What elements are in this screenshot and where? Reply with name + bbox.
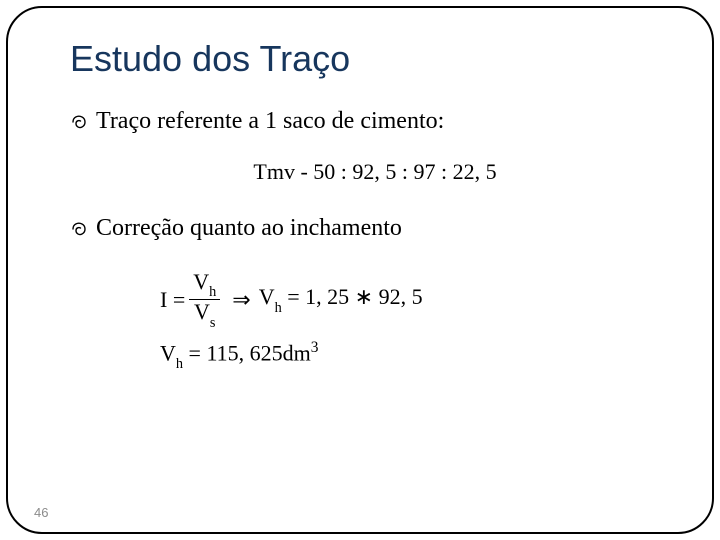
bullet-item-1: Traço referente a 1 saco de cimento: [70, 108, 680, 135]
eq-rhs-sub: h [275, 300, 282, 316]
frac-den-var: V [194, 299, 210, 324]
eq2-sup: 3 [311, 339, 319, 356]
eq-rhs-var: V [259, 284, 275, 309]
fraction: Vh Vs [189, 270, 220, 329]
formula-tmv-text: Tmv - 50 : 92, 5 : 97 : 22, 5 [253, 159, 496, 184]
swirl-bullet-icon [70, 219, 90, 239]
eq-I: I = [160, 287, 185, 313]
equation-line-2: Vh = 115, 625dm3 [160, 339, 680, 371]
eq2-rhs: = 115, 625dm [183, 341, 311, 366]
swirl-bullet-icon [70, 112, 90, 132]
bullet-item-2: Correção quanto ao inchamento [70, 215, 680, 242]
bullet-text-2: Correção quanto ao inchamento [96, 215, 402, 242]
eq2-sub: h [176, 356, 183, 372]
frac-num-var: V [193, 269, 209, 294]
slide-title: Estudo dos Traço [70, 38, 680, 80]
formula-tmv: Tmv - 50 : 92, 5 : 97 : 22, 5 [70, 159, 680, 185]
frac-num-sub: h [209, 284, 216, 300]
slide-content: Estudo dos Traço Traço referente a 1 sac… [70, 38, 680, 371]
page-number: 46 [34, 505, 48, 520]
frac-den-sub: s [210, 315, 216, 331]
implies-arrow: ⇒ [232, 287, 250, 313]
equation-line-1: I = Vh Vs ⇒ Vh = 1, 25 ∗ 92, 5 [160, 270, 680, 329]
bullet-text-1: Traço referente a 1 saco de cimento: [96, 108, 444, 135]
eq-rhs-tail: = 1, 25 ∗ 92, 5 [282, 284, 423, 309]
formula-inchamento: I = Vh Vs ⇒ Vh = 1, 25 ∗ 92, 5 Vh = 115,… [160, 270, 680, 371]
eq2-var: V [160, 341, 176, 366]
